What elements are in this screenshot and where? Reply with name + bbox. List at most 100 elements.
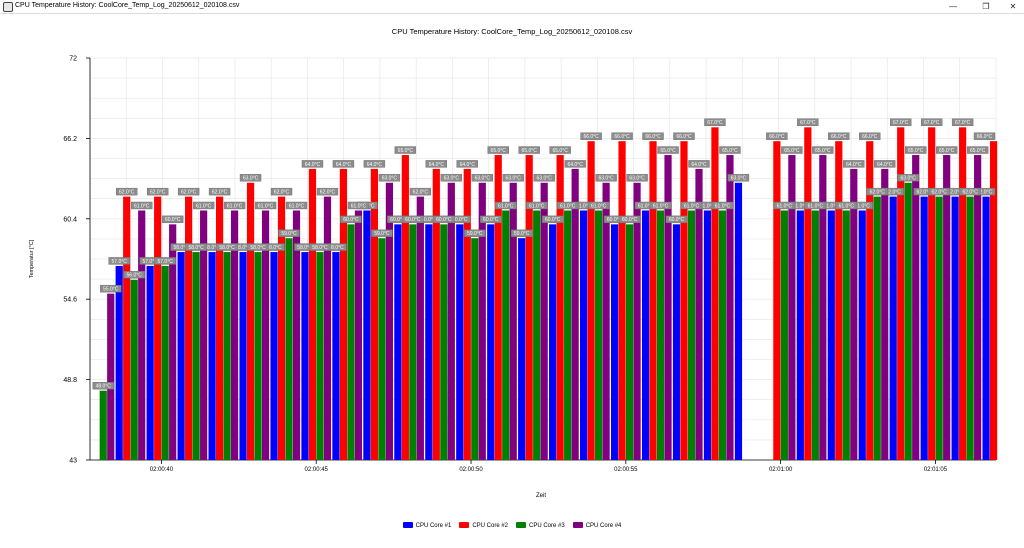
data-label: 62.0°C xyxy=(977,190,993,196)
data-label: 63.0°C xyxy=(731,176,747,182)
data-label-box xyxy=(285,201,308,210)
bar-cpu-core-2 xyxy=(649,141,657,460)
data-label: 62.0°C xyxy=(916,190,932,196)
bar-cpu-core-2 xyxy=(339,168,348,460)
bar-cpu-core-2 xyxy=(370,168,378,460)
close-button[interactable]: ✕ xyxy=(1009,2,1017,11)
data-label: 64.0°C xyxy=(367,162,383,168)
data-label: 62.0°C xyxy=(870,190,886,196)
data-label: 62.0°C xyxy=(413,190,429,196)
data-label-box xyxy=(580,132,602,140)
data-label: 62.0°C xyxy=(119,190,135,196)
data-label-box xyxy=(510,229,533,237)
data-label-box xyxy=(518,146,540,154)
bar-cpu-core-1 xyxy=(703,210,712,460)
bar-cpu-core-4 xyxy=(974,155,982,460)
bar-cpu-core-1 xyxy=(889,196,897,460)
data-label-box xyxy=(409,187,432,196)
bar-cpu-core-1 xyxy=(332,252,340,460)
data-label: 65.0°C xyxy=(398,148,414,154)
data-label-box xyxy=(804,201,827,210)
bar-cpu-core-1 xyxy=(146,265,154,460)
bar-cpu-core-4 xyxy=(633,182,641,461)
data-label: 61.0°C xyxy=(227,203,243,209)
bar-cpu-core-3 xyxy=(316,252,324,460)
bar-cpu-core-2 xyxy=(773,141,781,460)
data-label-box xyxy=(239,174,262,182)
data-label: 61.0°C xyxy=(289,203,305,209)
data-label: 62.0°C xyxy=(181,190,197,196)
bar-cpu-core-4 xyxy=(292,210,301,460)
x-tick-label: 02:00:55 xyxy=(614,467,638,473)
data-label-box xyxy=(564,160,586,168)
data-label-box xyxy=(657,146,679,154)
data-label: 67.0°C xyxy=(800,120,816,126)
data-label: 60.0°C xyxy=(405,217,421,223)
data-label: 61.0°C xyxy=(700,203,716,209)
bar-cpu-core-4 xyxy=(354,210,363,460)
minimize-button[interactable]: — xyxy=(949,2,957,11)
data-label-box xyxy=(332,160,355,168)
bar-cpu-core-1 xyxy=(580,210,588,460)
bar-cpu-core-3 xyxy=(935,196,943,460)
data-label: 58.0°C xyxy=(312,245,328,251)
bar-cpu-core-2 xyxy=(680,141,688,460)
data-label: 60.0°C xyxy=(436,217,452,223)
bar-cpu-core-3 xyxy=(718,210,727,460)
bar-cpu-core-4 xyxy=(323,196,332,460)
restore-button[interactable]: ❐ xyxy=(982,2,990,11)
data-label-box xyxy=(402,215,424,224)
bar-cpu-core-3 xyxy=(347,224,355,460)
x-tick-label: 02:00:40 xyxy=(150,467,174,473)
bar-cpu-core-1 xyxy=(610,224,619,460)
data-label: 64.0°C xyxy=(877,162,893,168)
data-label: 60.0°C xyxy=(165,217,181,223)
legend-item: CPU Core #3 xyxy=(516,521,565,531)
bar-cpu-core-4 xyxy=(850,168,858,460)
data-label: 65.0°C xyxy=(552,148,568,154)
data-label-box xyxy=(866,187,888,196)
bar-cpu-core-2 xyxy=(308,168,317,460)
data-label-box xyxy=(541,215,564,224)
data-label-box xyxy=(533,174,555,182)
y-tick-label: 60.4 xyxy=(63,216,77,223)
bar-cpu-core-3 xyxy=(378,238,386,460)
bar-cpu-core-4 xyxy=(169,224,177,460)
data-label: 58.0°C xyxy=(173,245,189,251)
data-label-box xyxy=(797,118,819,127)
data-label: 60.0°C xyxy=(545,217,561,223)
data-label: 61.0°C xyxy=(638,203,654,209)
data-label: 66.0°C xyxy=(831,134,847,140)
bar-cpu-core-4 xyxy=(478,182,486,461)
data-label: 59.0°C xyxy=(467,231,483,237)
x-tick-label: 02:00:45 xyxy=(305,467,329,473)
data-label: 58.0°C xyxy=(219,245,235,251)
bar-cpu-core-1 xyxy=(518,238,526,460)
data-label: 48.0°C xyxy=(96,384,112,390)
data-label-box xyxy=(347,201,370,210)
data-label: 66.0°C xyxy=(769,134,785,140)
data-label: 65.0°C xyxy=(939,148,955,154)
data-label-box xyxy=(680,201,703,210)
bar-cpu-core-4 xyxy=(819,155,827,460)
data-label-box xyxy=(711,201,734,210)
bar-cpu-core-3 xyxy=(656,210,665,460)
legend-swatch xyxy=(572,522,583,528)
data-label: 61.0°C xyxy=(529,203,545,209)
data-label: 65.0°C xyxy=(908,148,924,154)
data-label: 63.0°C xyxy=(537,176,553,182)
legend-item: CPU Core #1 xyxy=(402,521,452,531)
data-label-box xyxy=(897,174,919,182)
data-label: 62.0°C xyxy=(886,190,902,196)
chart-title: CPU Temperature History: CoolCore_Temp_L… xyxy=(392,27,633,36)
bar-cpu-core-4 xyxy=(571,168,579,460)
data-label: 57.0°C xyxy=(112,259,128,265)
data-label: 61.0°C xyxy=(715,203,731,209)
window-titlebar: CPU Temperature History: CoolCore_Temp_L… xyxy=(0,0,1024,14)
data-label: 63.0°C xyxy=(598,176,614,182)
data-label-box xyxy=(525,201,548,210)
data-label: 62.0°C xyxy=(931,190,947,196)
legend-label: CPU Core #1 xyxy=(415,523,452,529)
data-label: 61.0°C xyxy=(576,203,592,209)
data-label: 63.0°C xyxy=(243,176,259,182)
